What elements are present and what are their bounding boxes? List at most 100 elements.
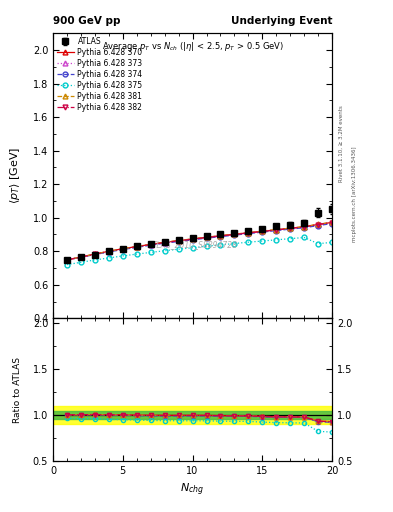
Pythia 6.428 370 [176,238,181,244]
Pythia 6.428 375 [204,243,209,249]
Pythia 6.428 375 [134,251,139,257]
Pythia 6.428 370 [330,219,334,225]
Pythia 6.428 382 [149,242,153,248]
Pythia 6.428 381 [64,257,70,263]
Pythia 6.428 370 [93,251,97,257]
Pythia 6.428 381 [134,244,139,250]
Pythia 6.428 370 [149,241,153,247]
Pythia 6.428 373 [260,228,265,234]
Pythia 6.428 382 [232,231,237,238]
Pythia 6.428 373 [79,254,83,260]
Y-axis label: $\langle p_T \rangle$ [GeV]: $\langle p_T \rangle$ [GeV] [8,147,22,204]
Line: Pythia 6.428 373: Pythia 6.428 373 [64,220,334,262]
Pythia 6.428 381 [302,224,307,230]
Y-axis label: Ratio to ATLAS: Ratio to ATLAS [13,356,22,422]
Pythia 6.428 381 [330,219,334,225]
Pythia 6.428 375 [232,241,237,247]
Legend: ATLAS, Pythia 6.428 370, Pythia 6.428 373, Pythia 6.428 374, Pythia 6.428 375, P: ATLAS, Pythia 6.428 370, Pythia 6.428 37… [55,35,144,113]
Pythia 6.428 381 [274,226,279,232]
Bar [53,406,332,424]
Pythia 6.428 382 [162,240,167,246]
Pythia 6.428 373 [176,238,181,244]
Pythia 6.428 370 [204,234,209,241]
Pythia 6.428 373 [330,220,334,226]
Text: Rivet 3.1.10, ≥ 3.2M events: Rivet 3.1.10, ≥ 3.2M events [339,105,344,182]
Pythia 6.428 374 [162,240,167,246]
Pythia 6.428 373 [316,222,321,228]
Pythia 6.428 374 [120,246,125,252]
X-axis label: $N_{chg}$: $N_{chg}$ [180,481,205,498]
Pythia 6.428 382 [288,225,292,231]
Pythia 6.428 373 [246,230,251,236]
Pythia 6.428 374 [176,239,181,245]
Line: Pythia 6.428 375: Pythia 6.428 375 [64,235,334,267]
Pythia 6.428 381 [93,251,97,257]
Pythia 6.428 373 [120,246,125,252]
Pythia 6.428 381 [120,246,125,252]
Pythia 6.428 373 [149,242,153,248]
Bar [53,411,332,418]
Line: Pythia 6.428 370: Pythia 6.428 370 [64,220,334,262]
Pythia 6.428 374 [218,233,223,240]
Pythia 6.428 382 [330,220,334,226]
Pythia 6.428 381 [288,225,292,231]
Pythia 6.428 374 [302,225,307,231]
Pythia 6.428 381 [246,229,251,236]
Pythia 6.428 382 [134,244,139,250]
Line: Pythia 6.428 382: Pythia 6.428 382 [64,220,334,262]
Pythia 6.428 374 [232,232,237,238]
Pythia 6.428 370 [79,254,83,260]
Pythia 6.428 373 [288,225,292,231]
Pythia 6.428 382 [176,238,181,244]
Text: 900 GeV pp: 900 GeV pp [53,16,121,26]
Pythia 6.428 375 [274,237,279,243]
Pythia 6.428 373 [274,227,279,233]
Pythia 6.428 370 [64,257,70,263]
Pythia 6.428 375 [288,236,292,242]
Pythia 6.428 382 [246,230,251,236]
Pythia 6.428 382 [260,228,265,234]
Pythia 6.428 382 [204,234,209,241]
Pythia 6.428 375 [162,248,167,254]
Pythia 6.428 375 [107,255,111,261]
Pythia 6.428 375 [330,239,334,245]
Pythia 6.428 375 [93,257,97,263]
Pythia 6.428 382 [274,227,279,233]
Pythia 6.428 381 [204,234,209,240]
Pythia 6.428 381 [162,239,167,245]
Pythia 6.428 370 [107,248,111,254]
Pythia 6.428 373 [64,257,70,263]
Pythia 6.428 382 [218,233,223,239]
Pythia 6.428 381 [149,241,153,247]
Pythia 6.428 370 [134,244,139,250]
Pythia 6.428 373 [162,240,167,246]
Pythia 6.428 373 [218,233,223,239]
Pythia 6.428 375 [260,238,265,244]
Pythia 6.428 382 [79,254,83,260]
Pythia 6.428 381 [176,238,181,244]
Pythia 6.428 382 [93,251,97,258]
Pythia 6.428 382 [64,257,70,263]
Pythia 6.428 382 [316,222,321,228]
Pythia 6.428 374 [64,257,70,263]
Pythia 6.428 373 [107,248,111,254]
Pythia 6.428 374 [79,254,83,260]
Pythia 6.428 370 [232,231,237,238]
Pythia 6.428 375 [64,262,70,268]
Pythia 6.428 370 [218,233,223,239]
Pythia 6.428 370 [288,225,292,231]
Text: mcplots.cern.ch [arXiv:1306.3436]: mcplots.cern.ch [arXiv:1306.3436] [352,147,357,242]
Pythia 6.428 370 [190,236,195,242]
Pythia 6.428 381 [190,236,195,242]
Pythia 6.428 373 [93,251,97,258]
Pythia 6.428 374 [260,229,265,235]
Pythia 6.428 370 [302,224,307,230]
Pythia 6.428 382 [190,236,195,242]
Line: Pythia 6.428 381: Pythia 6.428 381 [64,220,334,262]
Pythia 6.428 375 [120,253,125,259]
Pythia 6.428 382 [302,224,307,230]
Pythia 6.428 374 [190,237,195,243]
Pythia 6.428 370 [120,246,125,252]
Pythia 6.428 375 [246,239,251,245]
Pythia 6.428 381 [107,248,111,254]
